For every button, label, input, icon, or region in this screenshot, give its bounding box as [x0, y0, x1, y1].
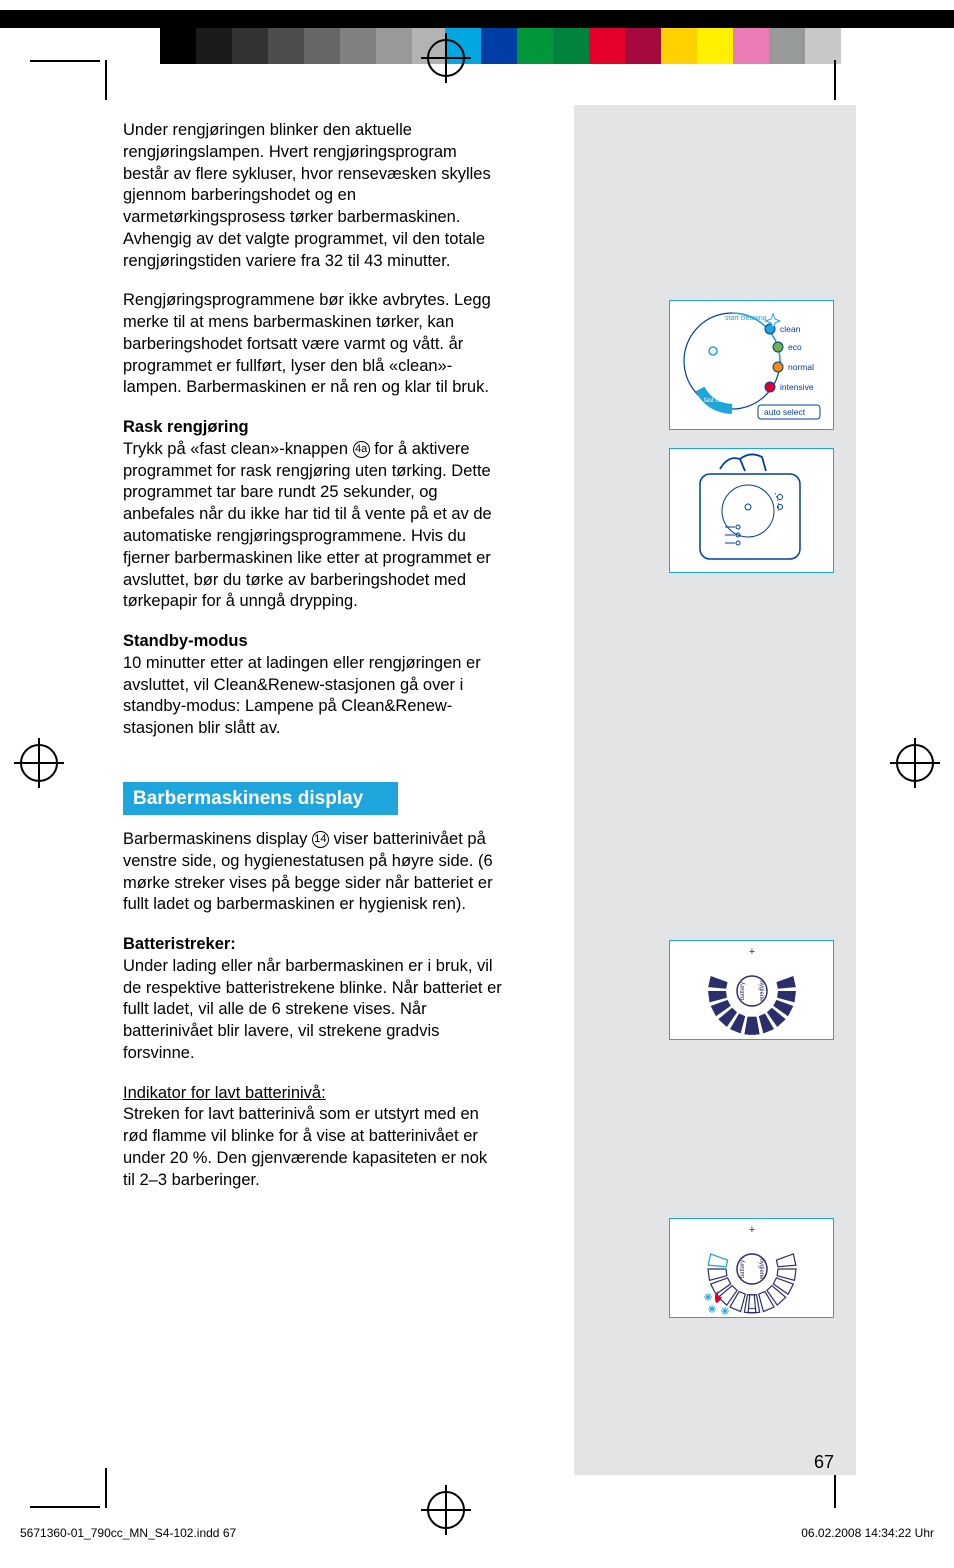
svg-text:battery: battery [740, 982, 746, 1000]
figure-shaver-station [669, 448, 834, 573]
heading: Rask rengjøring [123, 417, 503, 439]
paragraph: Rengjøringsprogrammene bør ikke avbrytes… [123, 290, 503, 399]
footer-date: 06.02.2008 14:34:22 Uhr [801, 1526, 934, 1540]
footer-file: 5671360-01_790cc_MN_S4-102.indd 67 [20, 1526, 236, 1540]
paragraph: Trykk på «fast clean»-knappen 4a for å a… [123, 439, 503, 613]
registration-mark [427, 1491, 465, 1529]
crop-mark [30, 60, 140, 100]
footer: 5671360-01_790cc_MN_S4-102.indd 67 06.02… [20, 1526, 934, 1540]
svg-text:hygiene: hygiene [758, 980, 764, 1002]
svg-text:clean: clean [780, 324, 801, 334]
svg-text:start cleaning: start cleaning [725, 315, 767, 322]
figure-display-full: +−batteryhygiene [669, 940, 834, 1040]
print-marks-top [0, 0, 954, 100]
figure-cleaning-dial: start cleaning fast clean clean eco normal… [669, 300, 834, 430]
crop-mark [30, 1468, 140, 1508]
svg-text:intensive: intensive [780, 382, 814, 392]
crop-mark [834, 60, 874, 100]
svg-text:fast clean: fast clean [704, 398, 730, 404]
ref-circle: 4a [353, 441, 370, 458]
paragraph: Barbermaskinens display 14 viser batteri… [123, 829, 503, 916]
paragraph: Under rengjøringen blinker den aktuelle … [123, 120, 503, 272]
sub-heading: Indikator for lavt batterinivå: [123, 1083, 503, 1105]
color-swatches [445, 28, 841, 64]
heading: Standby-modus [123, 631, 503, 653]
svg-text:hygiene: hygiene [758, 1258, 764, 1280]
paragraph: Streken for lavt batterinivå som er utst… [123, 1104, 503, 1191]
paragraph: 10 minutter etter at ladingen eller reng… [123, 653, 503, 740]
figure-display-low: +−batteryhygiene [669, 1218, 834, 1318]
black-bar [0, 10, 954, 28]
main-content: Under rengjøringen blinker den aktuelle … [123, 120, 503, 1209]
svg-text:+: + [749, 1224, 755, 1236]
svg-text:auto select: auto select [764, 407, 806, 417]
svg-text:+: + [749, 946, 755, 958]
registration-mark [896, 744, 934, 782]
registration-mark [20, 744, 58, 782]
svg-text:eco: eco [788, 342, 802, 352]
heading: Batteristreker: [123, 934, 503, 956]
section-title: Barbermaskinens display [123, 782, 398, 815]
paragraph: Under lading eller når barbermaskinen er… [123, 956, 503, 1065]
svg-text:normal: normal [788, 362, 814, 372]
page-number: 67 [814, 1452, 834, 1473]
registration-mark [427, 39, 465, 77]
svg-text:battery: battery [740, 1260, 746, 1278]
ref-circle: 14 [312, 831, 329, 848]
